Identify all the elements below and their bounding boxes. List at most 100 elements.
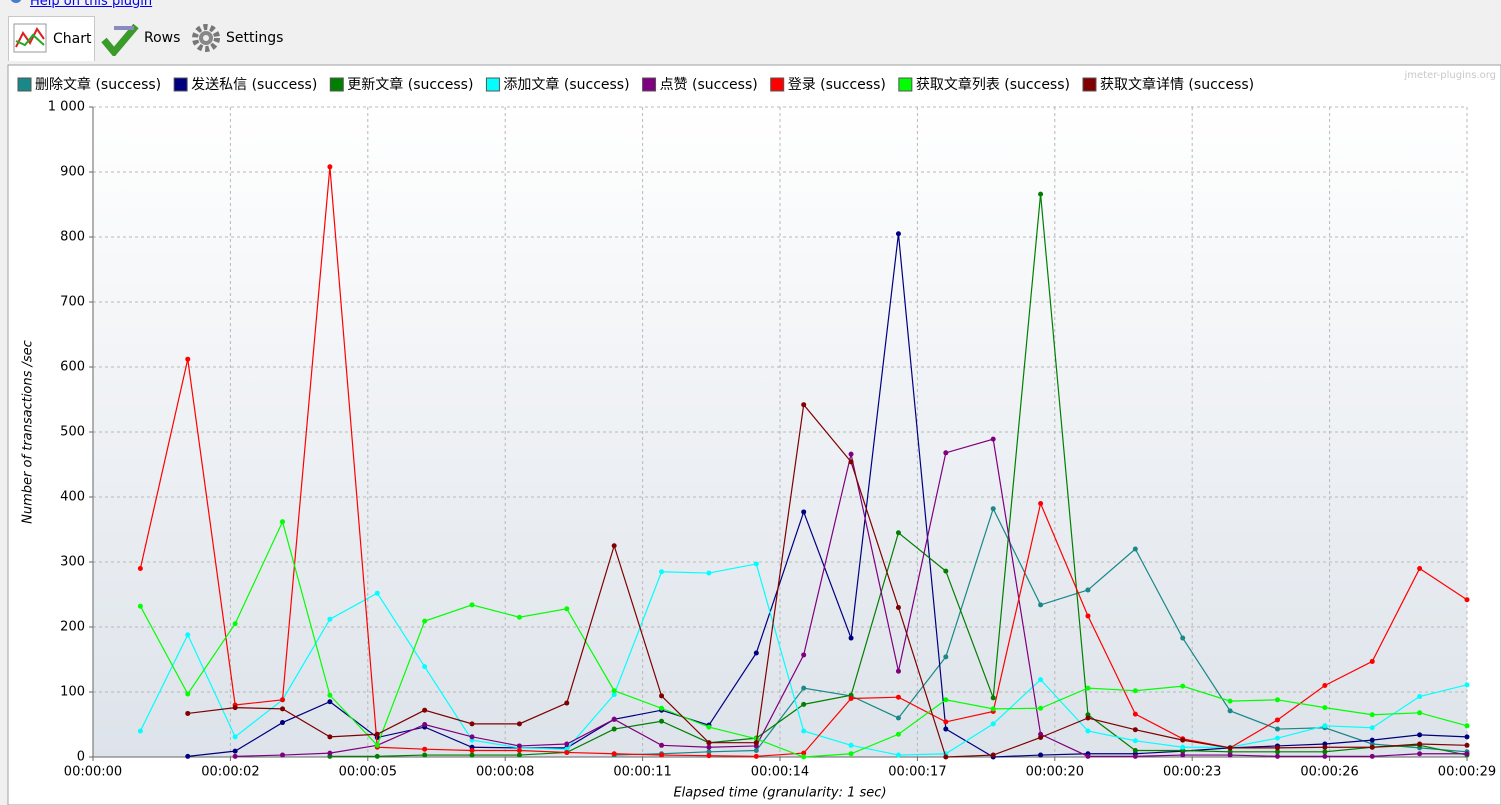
data-point — [232, 705, 238, 711]
data-point — [232, 734, 238, 740]
data-point — [1417, 710, 1423, 716]
data-point — [185, 753, 191, 759]
data-point — [753, 650, 759, 656]
data-point — [848, 696, 854, 701]
data-point — [848, 459, 854, 465]
help-link[interactable]: Help on this plugin — [30, 0, 153, 9]
settings-tab[interactable]: Settings — [190, 16, 290, 60]
data-point — [137, 728, 143, 734]
data-point — [1274, 726, 1280, 732]
data-point — [1369, 712, 1375, 718]
data-point — [848, 635, 854, 641]
data-point — [422, 707, 428, 713]
data-point — [706, 749, 712, 755]
data-point — [564, 749, 570, 755]
data-point — [564, 741, 570, 747]
y-tick-label: 800 — [60, 230, 85, 245]
data-point — [753, 561, 759, 567]
data-point — [1085, 753, 1091, 759]
data-point — [1038, 735, 1044, 740]
y-tick-label: 300 — [60, 555, 85, 570]
data-point — [895, 715, 901, 721]
x-tick-label: 00:00:14 — [751, 765, 809, 780]
chart-tab[interactable]: Chart — [8, 16, 95, 61]
toolbar: Help on this plugin Chart Rows Settings — [0, 0, 1501, 64]
data-point — [801, 509, 807, 515]
data-point — [848, 742, 854, 748]
legend-swatch — [329, 77, 344, 92]
legend-label: 添加文章 (success) — [503, 76, 629, 93]
data-point — [1038, 752, 1044, 758]
data-point — [659, 569, 665, 575]
data-point — [943, 726, 949, 732]
x-tick-label: 00:00:11 — [613, 765, 671, 780]
data-point — [1132, 727, 1138, 733]
data-point — [564, 700, 570, 706]
data-point — [1417, 694, 1423, 700]
data-point — [1180, 737, 1186, 743]
data-point — [374, 731, 380, 737]
data-point — [1274, 697, 1280, 703]
x-tick-label: 00:00:23 — [1163, 765, 1221, 780]
data-point — [1274, 749, 1280, 755]
data-point — [895, 752, 901, 758]
legend-swatch — [898, 77, 913, 92]
data-point — [1180, 635, 1186, 641]
data-point — [516, 743, 522, 749]
y-tick-label: 900 — [60, 165, 85, 180]
y-tick-label: 100 — [60, 685, 85, 700]
data-point — [943, 719, 949, 725]
watermark: jmeter-plugins.org — [1403, 70, 1496, 81]
data-point — [801, 685, 807, 691]
data-point — [1274, 717, 1280, 723]
data-point — [374, 753, 380, 759]
y-tick-label: 1 000 — [48, 100, 85, 115]
data-point — [232, 621, 238, 627]
data-point — [1227, 752, 1233, 758]
data-point — [801, 728, 807, 734]
data-point — [1369, 658, 1375, 664]
data-point — [1180, 752, 1186, 758]
x-tick-label: 00:00:26 — [1300, 765, 1358, 780]
y-tick-label: 500 — [60, 425, 85, 440]
data-point — [1369, 753, 1375, 759]
data-point — [469, 734, 475, 740]
data-point — [611, 726, 617, 732]
data-point — [137, 566, 143, 571]
legend-swatch — [173, 77, 188, 92]
data-point — [943, 754, 949, 760]
data-point — [611, 543, 617, 549]
legend-swatch — [17, 77, 32, 92]
data-point — [943, 697, 949, 703]
data-point — [374, 742, 380, 748]
data-point — [327, 750, 333, 756]
data-point — [232, 748, 238, 754]
data-point — [895, 605, 901, 610]
rows-tab[interactable]: Rows — [100, 16, 185, 60]
data-point — [943, 654, 949, 660]
x-tick-label: 00:00:05 — [339, 765, 397, 780]
data-point — [280, 706, 286, 712]
data-point — [374, 590, 380, 596]
data-point — [1085, 613, 1091, 619]
help-icon — [10, 0, 22, 3]
data-point — [895, 731, 901, 737]
settings-icon — [192, 24, 220, 52]
data-point — [185, 632, 191, 638]
data-point — [990, 721, 996, 727]
data-point — [1322, 723, 1328, 729]
x-tick-label: 00:00:08 — [476, 765, 534, 780]
legend-label: 更新文章 (success) — [347, 76, 473, 93]
data-point — [659, 742, 665, 748]
data-point — [1417, 751, 1423, 757]
data-point — [611, 692, 617, 698]
data-point — [706, 753, 712, 759]
series-line — [187, 233, 1468, 758]
data-point — [280, 720, 286, 726]
data-point — [469, 721, 475, 727]
legend-label: 删除文章 (success) — [35, 76, 161, 93]
data-point — [185, 691, 191, 697]
data-point — [280, 697, 286, 703]
y-tick-label: 700 — [60, 295, 85, 310]
data-point — [990, 436, 996, 442]
